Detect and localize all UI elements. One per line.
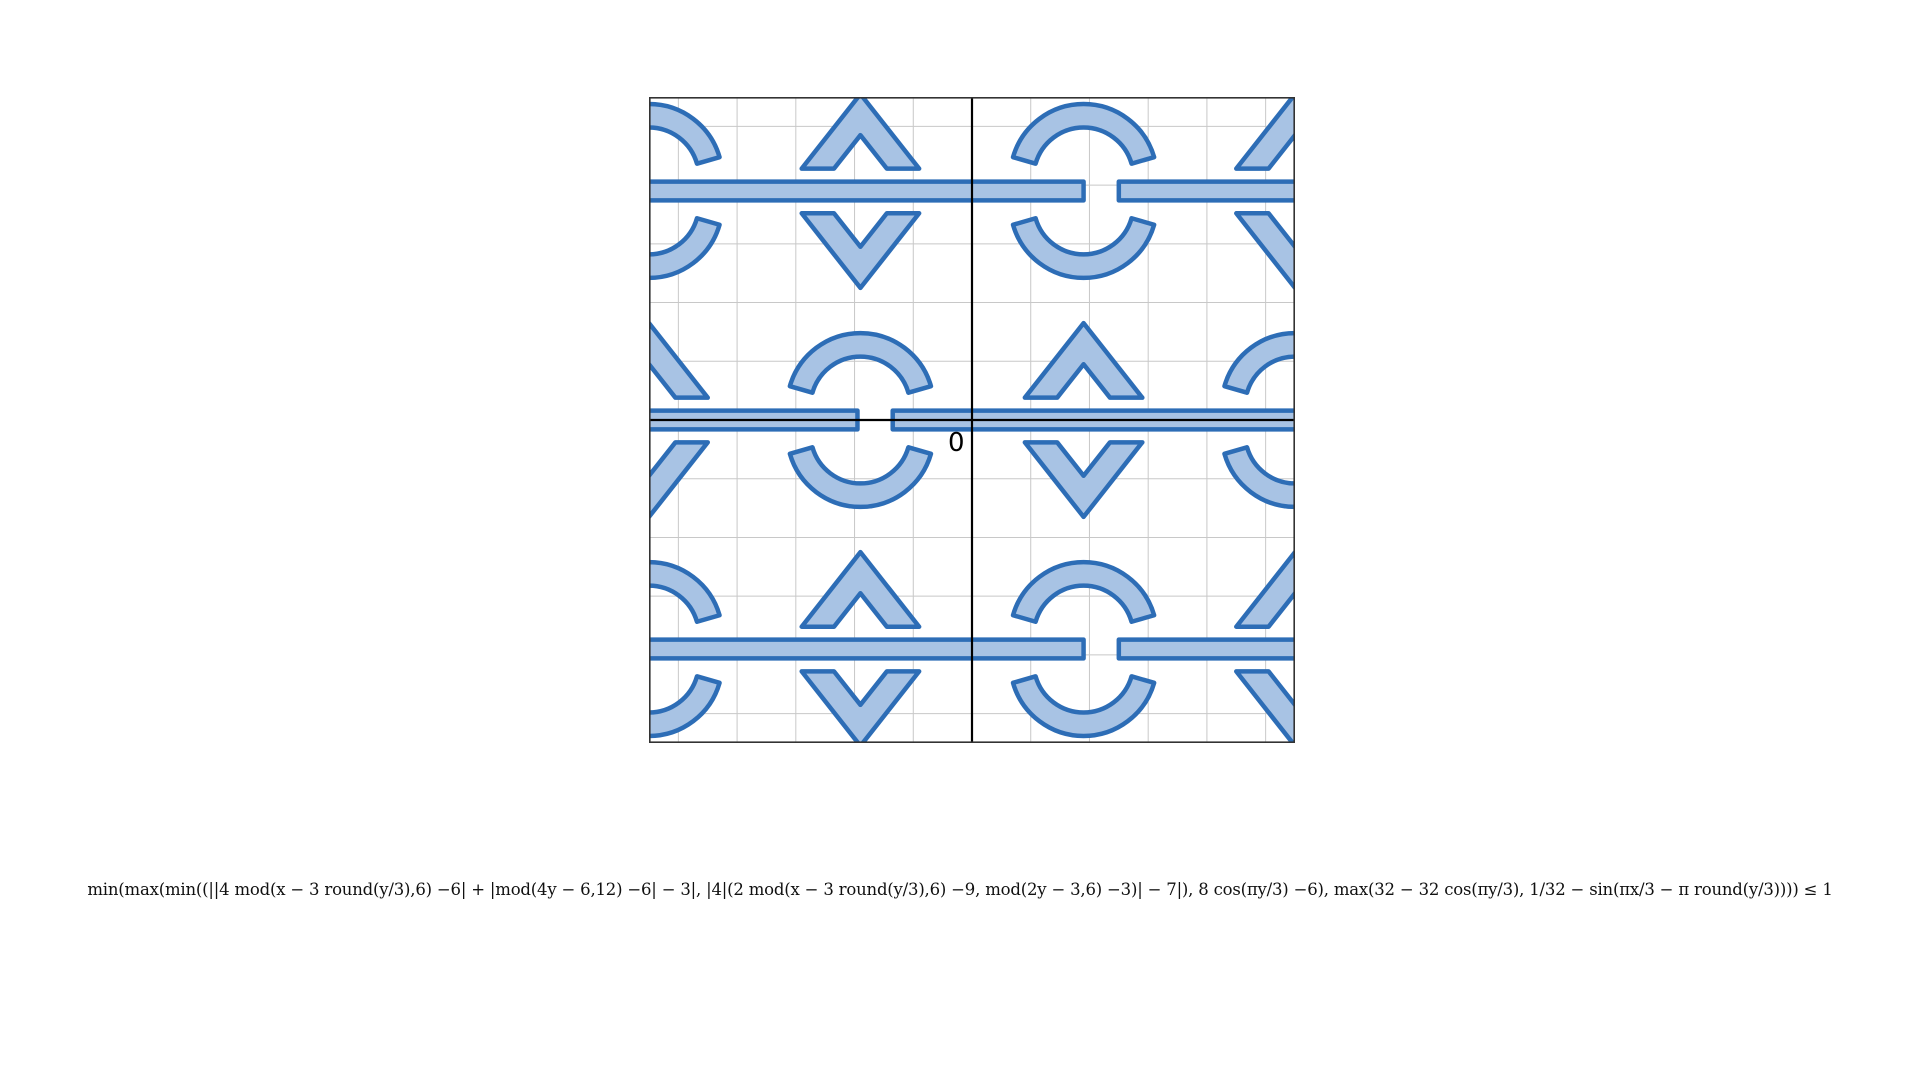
bar-segment (649, 637, 1086, 661)
chevron-down (649, 440, 710, 520)
chevron-up (799, 97, 922, 171)
chevron-down (799, 669, 922, 743)
ring-arc-bottom (1010, 216, 1157, 281)
axes (649, 97, 1295, 743)
ring-arc-top (1222, 330, 1295, 395)
ring-arc-bottom (649, 674, 722, 739)
chevron-up (1022, 320, 1145, 400)
ring-arc-top (787, 330, 934, 395)
ring-arc-top (1010, 559, 1157, 624)
ring-arc-top (1010, 101, 1157, 166)
bar-segment (1116, 179, 1295, 203)
chevron-down (1234, 211, 1295, 291)
ring-arc-bottom (787, 445, 934, 510)
chevron-up (1234, 97, 1295, 171)
bar-segment (1116, 637, 1295, 661)
chevron-up (1234, 549, 1295, 629)
ring-arc-bottom (1222, 445, 1295, 510)
graph-frame (649, 97, 1295, 743)
graph-panel[interactable]: 0 (649, 97, 1295, 743)
ring-arc-top (649, 101, 722, 166)
graph-canvas[interactable]: 0 (649, 97, 1295, 743)
ring-arc-bottom (1010, 674, 1157, 739)
ring-arc-top (649, 559, 722, 624)
chevron-down (799, 211, 922, 291)
origin-label: 0 (948, 428, 965, 458)
chevron-up (799, 549, 922, 629)
chevron-down (1022, 440, 1145, 520)
ring-arc-bottom (649, 216, 722, 281)
formula-expression: min(max(min((||4 mod(x − 3 round(y/3),6)… (87, 880, 1833, 899)
chevron-up (649, 320, 710, 400)
chevron-down (1234, 669, 1295, 743)
bar-segment (649, 179, 1086, 203)
